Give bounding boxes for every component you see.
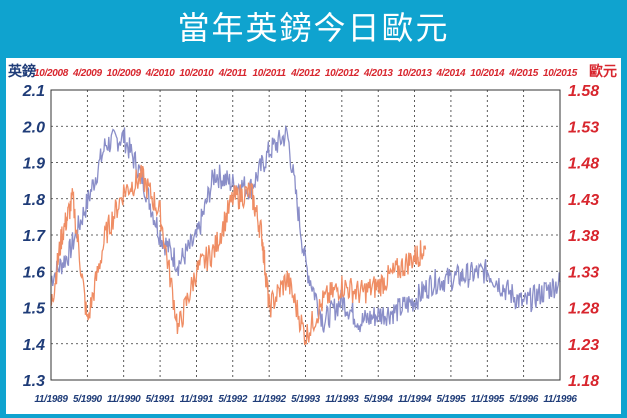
top-tick-label: 4/2010 [145,68,176,79]
left-tick-label: 1.6 [23,264,45,281]
bottom-tick-label: 5/1992 [218,394,248,405]
top-tick-label: 10/2014 [470,68,505,79]
top-tick-label: 4/2013 [363,68,394,79]
right-tick-label: 1.43 [568,192,599,209]
top-tick-label: 4/2009 [72,68,103,79]
bottom-tick-label: 11/1995 [471,394,505,405]
left-tick-label: 1.8 [23,192,45,209]
series-line-gbp [50,124,561,333]
chart-panel: 2.1 2.0 1.9 1.8 1.7 1.6 1.5 1.4 1.3 1.58 1.53 1.48 1… [6,58,621,414]
top-tick-label: 4/2012 [290,68,321,79]
right-tick-label: 1.48 [568,156,599,173]
top-tick-label: 10/2009 [107,68,142,79]
top-tick-label: 10/2013 [398,68,433,79]
right-tick-label: 1.58 [568,83,599,100]
right-axis-title: 歐元 [589,63,617,80]
right-tick-label: 1.28 [568,301,599,318]
top-tick-label: 10/2011 [252,68,286,79]
right-tick-label: 1.53 [568,119,599,136]
top-tick-label: 4/2014 [436,68,467,79]
chart: 2.1 2.0 1.9 1.8 1.7 1.6 1.5 1.4 1.3 1.58 1.53 1.48 1… [7,63,617,405]
top-tick-label: 10/2012 [325,68,360,79]
left-tick-label: 1.4 [23,337,45,354]
bottom-tick-label: 11/1996 [543,394,577,405]
left-tick-label: 1.9 [23,156,45,173]
left-tick-label: 2.0 [22,119,45,136]
bottom-tick-label: 5/1996 [509,394,539,405]
chart-title: 當年英鎊今日歐元 [177,9,450,47]
left-tick-label: 1.3 [23,373,45,390]
right-tick-label: 1.23 [568,337,599,354]
left-axis-title: 英鎊 [7,63,36,80]
bottom-tick-label: 5/1994 [364,394,394,405]
top-tick-label: 10/2010 [179,68,214,79]
left-tick-label: 1.7 [23,228,46,245]
top-tick-label: 4/2015 [508,68,539,79]
bottom-tick-label: 5/1995 [437,394,467,405]
left-tick-label: 1.5 [23,301,46,318]
bottom-tick-label: 5/1993 [291,394,321,405]
bottom-tick-label: 11/1994 [398,394,432,405]
top-tick-label: 10/2015 [543,68,578,79]
right-tick-label: 1.18 [568,373,599,390]
bottom-tick-label: 5/1991 [146,394,176,405]
right-tick-label: 1.38 [568,228,599,245]
bottom-tick-label: 11/1992 [252,394,286,405]
top-tick-label: 10/2008 [34,68,69,79]
plot-frame [50,89,561,381]
bottom-tick-label: 11/1993 [325,394,359,405]
bottom-tick-label: 5/1990 [73,394,103,405]
bottom-tick-label: 11/1990 [107,394,141,405]
bottom-tick-label: 11/1991 [180,394,214,405]
left-tick-label: 2.1 [22,83,45,100]
series-line-eur [50,164,427,346]
bottom-tick-label: 11/1989 [34,394,68,405]
top-tick-label: 4/2011 [218,68,248,79]
right-tick-label: 1.33 [568,264,599,281]
